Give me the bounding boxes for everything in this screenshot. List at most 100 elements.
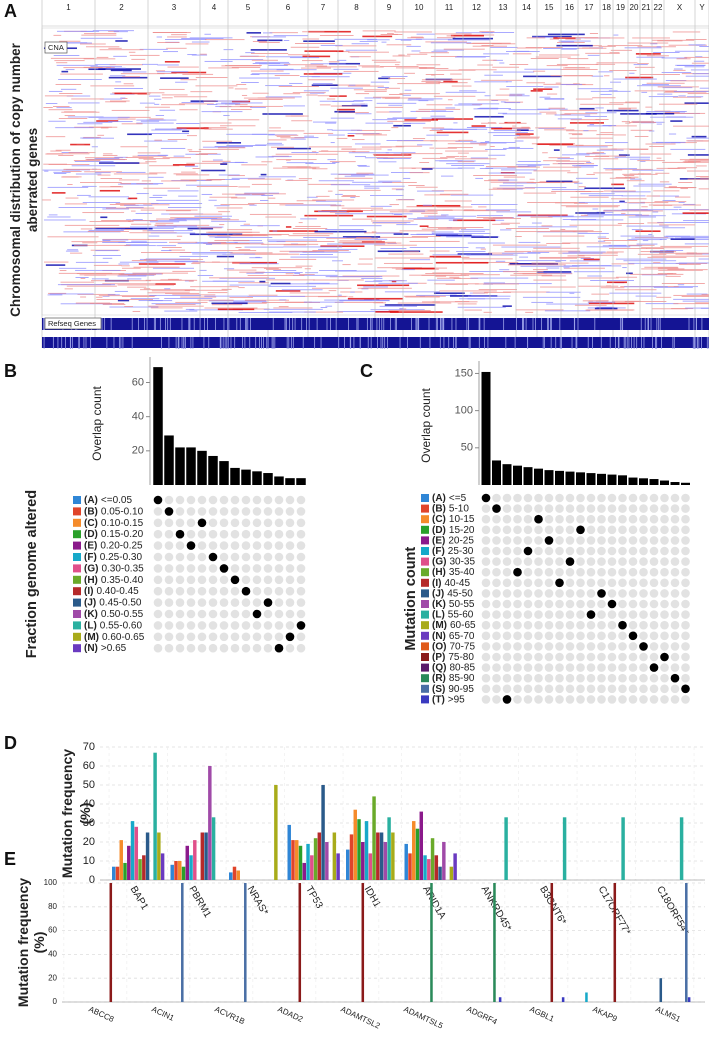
refseq-gap: [429, 337, 431, 349]
bar: [174, 861, 178, 880]
cna-segment: [531, 301, 554, 303]
cna-segment: [150, 307, 183, 309]
set-label: (L) 0.55-0.60: [84, 620, 142, 631]
refseq-gap: [71, 337, 73, 349]
cna-segment: [442, 209, 490, 211]
cna-segment: [507, 166, 540, 168]
cna-segment: [463, 210, 510, 212]
matrix-dot: [670, 493, 680, 503]
matrix-dot: [681, 695, 690, 704]
cna-segment: [258, 42, 280, 43]
cna-segment: [152, 194, 168, 196]
cna-segment: [425, 41, 467, 43]
matrix-dot: [681, 673, 690, 683]
cna-segment: [210, 250, 257, 252]
matrix-dot: [670, 610, 680, 619]
cna-segment: [240, 225, 280, 227]
cna-segment: [633, 64, 648, 66]
cna-segment: [230, 109, 252, 111]
matrix-dot: [576, 642, 585, 651]
cna-segment: [609, 70, 637, 72]
cna-segment: [361, 288, 369, 290]
cna-segment: [387, 32, 394, 34]
matrix-dot: [660, 589, 669, 598]
cna-segment: [450, 34, 484, 37]
cna-segment: [611, 191, 651, 193]
cna-segment: [276, 241, 335, 242]
cna-segment: [624, 202, 669, 204]
cna-segment: [580, 193, 615, 195]
refseq-gap: [514, 337, 516, 349]
refseq-gap: [290, 337, 292, 349]
cna-segment: [341, 148, 357, 150]
cna-segment: [336, 137, 348, 139]
cna-segment: [289, 292, 330, 294]
cna-segment: [81, 34, 117, 36]
matrix-dot: [241, 507, 251, 516]
cna-segment: [425, 273, 484, 275]
matrix-dot: [681, 546, 690, 556]
cna-segment: [372, 153, 409, 155]
cna-segment: [239, 55, 266, 57]
set-range: 50-55: [449, 599, 475, 610]
matrix-dot: [565, 567, 575, 577]
chromosome-label: 17: [585, 3, 594, 12]
cna-segment: [589, 124, 595, 126]
matrix-dot: [274, 541, 284, 550]
cna-segment: [83, 136, 101, 138]
cna-segment: [454, 104, 481, 106]
cna-segment: [437, 228, 467, 230]
cna-segment: [304, 50, 344, 52]
refseq-gap: [615, 337, 616, 349]
matrix-dot: [670, 642, 680, 651]
cna-segment: [446, 35, 454, 37]
cna-segment: [481, 122, 497, 124]
matrix-dot: [628, 514, 638, 524]
matrix-dot: [502, 546, 512, 556]
cna-segment: [268, 156, 292, 158]
matrix-dot: [219, 621, 229, 630]
cna-segment: [186, 162, 228, 164]
matrix-dot: [544, 546, 554, 556]
cna-segment: [473, 175, 517, 176]
x-tick-label: ACVR1B: [213, 1005, 246, 1027]
matrix-dot: [607, 642, 617, 651]
refseq-gap: [267, 337, 269, 349]
matrix-dot: [164, 552, 174, 562]
cna-segment: [178, 103, 214, 105]
cna-segment: [463, 261, 519, 263]
cna-segment: [485, 209, 518, 211]
cna-segment: [320, 245, 365, 247]
matrix-dot: [586, 695, 596, 704]
bar: [142, 855, 146, 880]
cna-segment: [395, 189, 405, 191]
cna-segment: [313, 279, 364, 281]
cna-segment: [222, 253, 256, 255]
cna-segment: [91, 278, 109, 280]
refseq-gap: [215, 318, 216, 330]
cna-segment: [600, 148, 617, 150]
cna-segment: [209, 236, 231, 238]
matrix-dot: [618, 578, 627, 588]
y-tick-label: 20: [48, 973, 57, 982]
cna-segment: [490, 146, 495, 147]
cna-segment: [354, 156, 366, 158]
cna-segment: [380, 248, 407, 249]
cna-segment: [109, 306, 159, 308]
matrix-dot: [274, 495, 284, 505]
chromosome-label: 2: [119, 3, 124, 12]
cna-segment: [95, 227, 153, 230]
matrix-dot: [607, 589, 617, 598]
set-range: 0.60-0.65: [102, 631, 145, 642]
cna-segment: [575, 212, 605, 214]
matrix-dot: [534, 578, 543, 588]
cna-segment: [251, 183, 272, 185]
cna-segment: [561, 205, 620, 207]
cna-segment: [173, 226, 224, 228]
cna-segment: [185, 43, 209, 45]
matrix-dot: [628, 536, 638, 545]
cna-segment: [189, 179, 197, 181]
cna-segment: [196, 186, 238, 187]
cna-segment: [124, 245, 156, 247]
cna-segment: [661, 72, 692, 74]
